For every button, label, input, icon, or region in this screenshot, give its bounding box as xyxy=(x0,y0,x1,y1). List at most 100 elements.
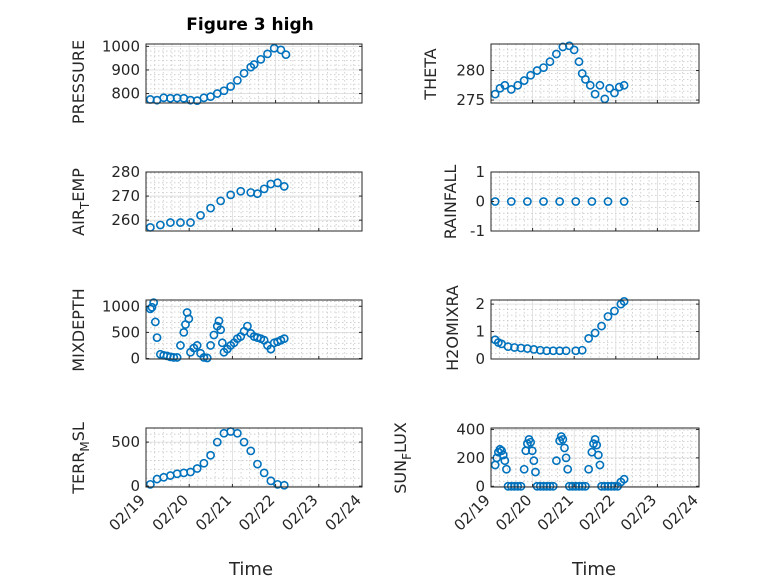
data-point xyxy=(206,341,215,350)
y-label-h2omixra: H2OMIXRA xyxy=(443,285,462,371)
data-point xyxy=(279,182,289,191)
data-point xyxy=(202,353,212,363)
x-tick-label: 02/19 xyxy=(106,491,149,534)
data-point xyxy=(571,197,581,206)
data-point xyxy=(498,450,508,460)
data-point xyxy=(619,80,629,90)
data-point xyxy=(610,88,619,98)
data-point xyxy=(192,341,202,350)
y-tick-label: 400 xyxy=(456,420,485,438)
y-tick-label: 0 xyxy=(130,477,140,495)
data-point xyxy=(149,298,159,308)
y-tick-label: 500 xyxy=(111,323,140,341)
axes-frame xyxy=(145,171,363,232)
axes-h2omixra: 0 1 2 xyxy=(475,295,700,368)
y-tick-label: 800 xyxy=(111,85,140,103)
panel-pressure: PRESSURE xyxy=(69,40,88,124)
data-point xyxy=(226,190,236,200)
data-point xyxy=(605,83,615,93)
data-point xyxy=(232,75,242,85)
data-point xyxy=(603,197,613,206)
data-point xyxy=(610,306,619,316)
data-point xyxy=(206,450,215,460)
data-point xyxy=(243,321,252,331)
data-point xyxy=(263,49,272,59)
data-point xyxy=(513,481,523,491)
data-point xyxy=(545,57,555,67)
data-point xyxy=(584,334,594,343)
data-point xyxy=(216,196,226,206)
data-point xyxy=(232,428,242,438)
data-point xyxy=(581,481,590,491)
data-point xyxy=(590,434,600,444)
y-tick-label: 2 xyxy=(475,295,485,313)
y-tick-label: 1000 xyxy=(102,297,140,315)
data-point xyxy=(145,479,155,489)
data-point xyxy=(246,446,256,456)
y-tick-label: 275 xyxy=(456,91,485,109)
data-point xyxy=(590,328,600,338)
data-point xyxy=(585,80,595,90)
y-tick-label: 280 xyxy=(111,163,140,181)
panel-rainfall: RAINFALL xyxy=(441,165,460,240)
y-label-terr-msl: TERRMSL xyxy=(69,422,92,495)
y-tick-label: 0 xyxy=(475,477,485,495)
data-point xyxy=(600,94,610,104)
terr-msl-label-suffix: SL xyxy=(69,422,88,441)
y-tick-label: 0 xyxy=(475,350,485,368)
air-temp-label-suffix: EMP xyxy=(69,168,88,202)
sun-flux-label-suffix: LUX xyxy=(391,422,410,453)
x-tick-label: 02/21 xyxy=(192,491,235,534)
data-point xyxy=(539,63,548,72)
x-tick-label: 02/20 xyxy=(492,491,535,534)
data-point xyxy=(279,480,289,490)
y-label-pressure: PRESSURE xyxy=(69,40,88,124)
data-point xyxy=(172,353,182,362)
panel-sun-flux: SUNFLUX xyxy=(391,422,414,494)
data-point xyxy=(519,76,529,85)
data-point xyxy=(561,453,571,463)
data-point xyxy=(513,80,523,90)
data-point xyxy=(526,437,536,447)
x-tick-label: 02/24 xyxy=(659,491,702,534)
x-axis-label-right: Time xyxy=(571,559,616,580)
data-point xyxy=(184,314,194,324)
data-point xyxy=(563,464,573,474)
x-tick-label: 02/23 xyxy=(278,491,321,534)
data-point xyxy=(239,437,249,447)
data-point xyxy=(531,467,540,477)
axes-terr-msl: 0 500 02/19 02/20 02/21 02/22 02/23 02/24 xyxy=(106,427,365,534)
data-point xyxy=(619,197,629,206)
y-tick-label: 1 xyxy=(475,323,485,341)
data-point xyxy=(216,325,226,335)
axes-theta: 275 280 xyxy=(456,41,700,109)
axes-air-temp: 260 270 280 xyxy=(111,163,363,232)
axes-mixdepth: 0 500 1000 xyxy=(102,297,363,367)
data-point xyxy=(500,456,510,466)
figure-title: Figure 3 high xyxy=(186,15,314,35)
y-label-sun-flux: SUNFLUX xyxy=(391,422,414,494)
data-point xyxy=(253,189,262,199)
data-point xyxy=(545,481,555,491)
data-point xyxy=(610,481,619,491)
y-tick-label: 280 xyxy=(456,62,485,80)
data-point xyxy=(590,89,600,99)
data-point xyxy=(212,437,222,447)
y-tick-label: 500 xyxy=(111,433,140,451)
panel-terr-msl: TERRMSL xyxy=(69,422,92,495)
data-point xyxy=(614,82,624,92)
y-tick-label: 260 xyxy=(111,211,140,229)
data-point xyxy=(239,68,249,78)
terr-msl-label-prefix: TERR xyxy=(69,452,88,495)
data-point xyxy=(619,296,629,306)
data-point xyxy=(186,218,195,227)
data-point xyxy=(145,222,155,232)
data-point xyxy=(490,460,500,470)
data-point xyxy=(526,70,536,80)
y-label-rainfall: RAINFALL xyxy=(441,165,460,240)
data-point xyxy=(196,210,205,220)
data-point xyxy=(281,50,291,60)
data-point xyxy=(192,464,202,473)
y-tick-label: 0 xyxy=(475,193,485,211)
